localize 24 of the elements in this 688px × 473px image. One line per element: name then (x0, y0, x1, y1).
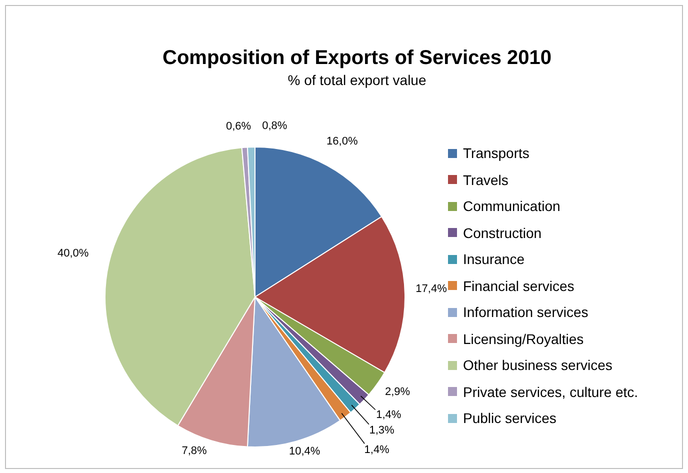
legend-label: Other business services (463, 357, 612, 374)
legend-label: Public services (463, 410, 556, 426)
data-label: 40,0% (57, 247, 89, 260)
data-label: 1,4% (376, 409, 402, 422)
data-label: 17,4% (416, 282, 448, 295)
data-label: 10,4% (289, 446, 320, 458)
data-label: 1,3% (369, 424, 395, 436)
chart-title: Composition of Exports of Services 2010 (162, 47, 552, 70)
data-label: 0,8% (262, 120, 288, 132)
legend-label: Private services, culture etc. (463, 384, 638, 400)
legend-label: Construction (463, 224, 542, 241)
legend-label: Travels (463, 172, 508, 188)
legend-label: Transports (463, 145, 530, 162)
legend-label: Financial services (463, 278, 574, 294)
data-label: 0,6% (226, 120, 252, 132)
data-label: 16,0% (326, 135, 358, 148)
legend-label: Communication (463, 198, 560, 214)
data-label: 2,9% (385, 386, 410, 398)
legend-label: Insurance (463, 251, 524, 268)
chart-subtitle: % of total export value (286, 72, 428, 88)
data-label: 7,8% (182, 444, 207, 457)
data-label: 1,4% (364, 444, 390, 456)
legend-label: Information services (463, 304, 588, 320)
legend-label: Licensing/Royalties (463, 330, 584, 347)
